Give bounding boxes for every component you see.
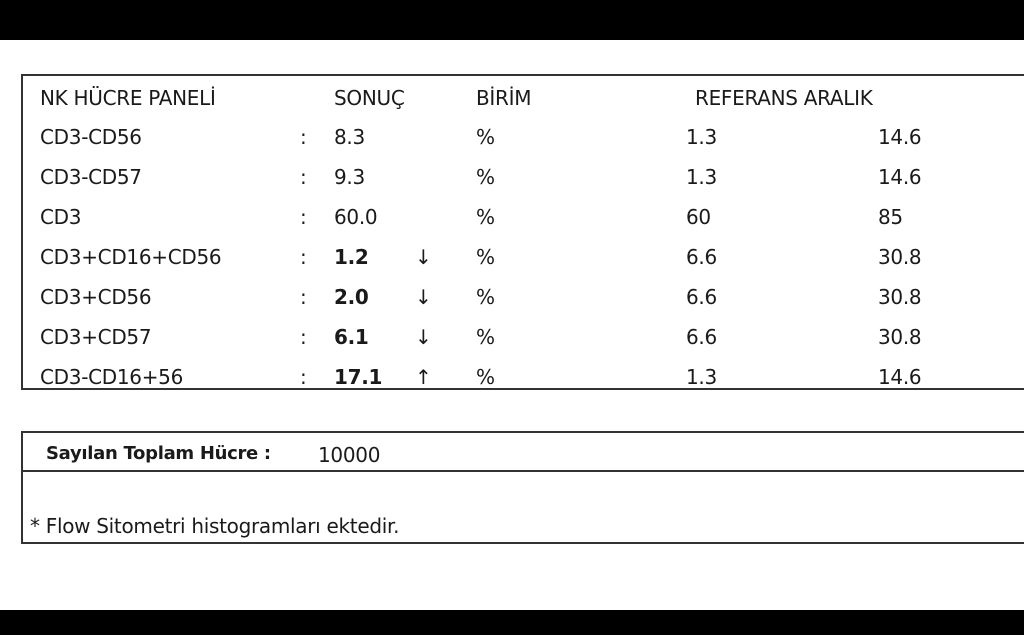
row-ref-low: 1.3 [686,365,717,389]
summary-box [21,431,1024,544]
row-result: 17.1 [334,365,383,389]
arrow-up-icon: ↑ [415,365,432,389]
row-ref-high: 30.8 [878,245,922,269]
row-name: CD3-CD57 [40,165,142,189]
row-unit: % [476,205,495,229]
arrow-down-icon: ↓ [415,325,432,349]
row-result: 2.0 [334,285,369,309]
row-result: 1.2 [334,245,369,269]
total-cells-label: Sayılan Toplam Hücre : [46,443,271,464]
header-name: NK HÜCRE PANELİ [40,86,216,110]
row-name: CD3+CD16+CD56 [40,245,222,269]
row-unit: % [476,245,495,269]
row-ref-low: 1.3 [686,125,717,149]
row-name: CD3+CD56 [40,285,152,309]
row-ref-high: 14.6 [878,125,922,149]
row-ref-high: 30.8 [878,285,922,309]
summary-divider [21,470,1024,472]
row-ref-low: 60 [686,205,711,229]
total-cells-value: 10000 [318,443,381,467]
row-name: CD3 [40,205,82,229]
top-black-bar [0,0,1024,40]
row-separator: : [300,165,307,189]
row-separator: : [300,245,307,269]
row-separator: : [300,125,307,149]
header-reference: REFERANS ARALIK [695,86,873,110]
row-ref-low: 1.3 [686,165,717,189]
footnote: * Flow Sitometri histogramları ektedir. [30,514,400,538]
row-unit: % [476,285,495,309]
arrow-down-icon: ↓ [415,285,432,309]
row-result: 6.1 [334,325,369,349]
bottom-black-bar [0,610,1024,635]
row-ref-high: 14.6 [878,165,922,189]
row-ref-low: 6.6 [686,285,717,309]
row-name: CD3-CD16+56 [40,365,184,389]
row-ref-high: 30.8 [878,325,922,349]
row-name: CD3+CD57 [40,325,152,349]
row-unit: % [476,325,495,349]
row-unit: % [476,365,495,389]
row-separator: : [300,285,307,309]
row-name: CD3-CD56 [40,125,142,149]
row-ref-low: 6.6 [686,325,717,349]
row-result: 9.3 [334,165,365,189]
header-unit: BİRİM [476,86,532,110]
row-unit: % [476,165,495,189]
row-separator: : [300,325,307,349]
row-ref-high: 85 [878,205,903,229]
arrow-down-icon: ↓ [415,245,432,269]
row-ref-high: 14.6 [878,365,922,389]
header-result: SONUÇ [334,86,405,110]
row-unit: % [476,125,495,149]
row-separator: : [300,205,307,229]
row-separator: : [300,365,307,389]
row-ref-low: 6.6 [686,245,717,269]
row-result: 60.0 [334,205,378,229]
nk-panel-table [21,74,1024,390]
row-result: 8.3 [334,125,365,149]
